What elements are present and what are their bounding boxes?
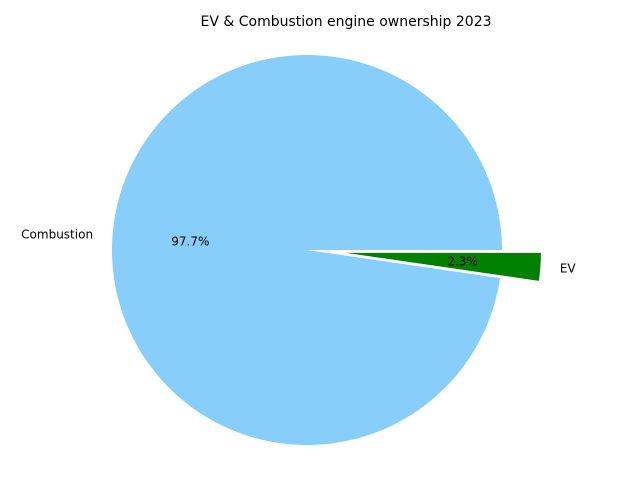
slice-label-ev: EV (560, 261, 577, 275)
pie-slices (111, 55, 541, 446)
percent-label-combustion: 97.7% (171, 235, 209, 249)
chart-title: EV & Combustion engine ownership 2023 (200, 14, 491, 30)
pie-slice-ev (345, 252, 541, 281)
slice-label-combustion: Combustion (21, 228, 93, 242)
pie-labels: Combustion 97.7% EV 2.3% (21, 228, 576, 276)
pie-slice-combustion (111, 55, 502, 446)
percent-label-ev: 2.3% (447, 254, 478, 268)
